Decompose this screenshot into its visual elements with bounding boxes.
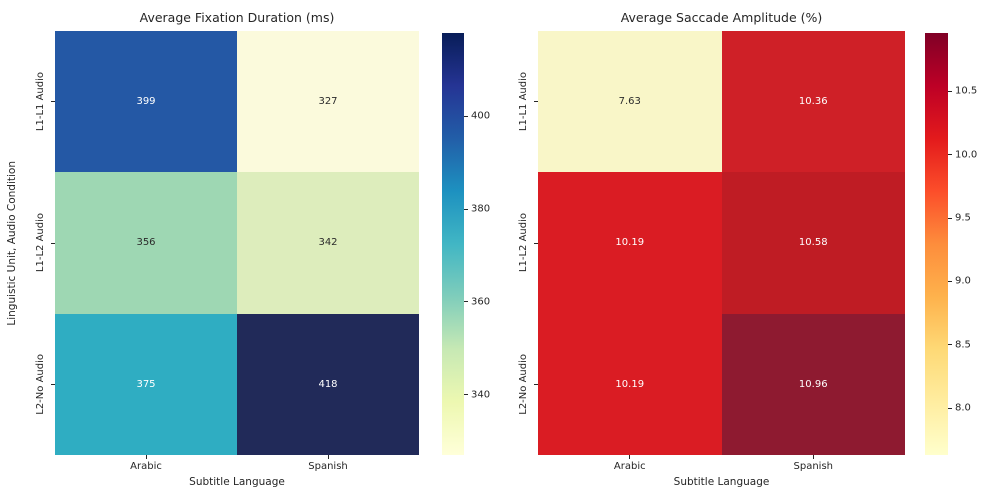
y-tick-label: L1-L2 Audio [34, 213, 46, 273]
colorbar-tickmark [948, 407, 952, 409]
y-tick-label: L1-L2 Audio [517, 213, 529, 273]
x-tick-label: Spanish [308, 461, 348, 472]
x-axis-label-fixation: Subtitle Language [189, 476, 285, 488]
y-tickmark [51, 383, 55, 385]
heatmap-cell: 10.19 [538, 313, 722, 455]
y-tickmark [534, 383, 538, 385]
y-axis-label: Linguistic Unit, Audio Condition [6, 160, 18, 326]
colorbar-tickmark [464, 301, 468, 303]
y-tick-label: L1-L1 Audio [34, 72, 46, 132]
chart-title-saccade: Average Saccade Amplitude (%) [620, 10, 823, 25]
saccade-heatmap-plot: 7.63 10.36 10.19 10.58 10.19 10.96 [538, 31, 905, 455]
colorbar-tickmark [948, 154, 952, 156]
colorbar-tickmark [948, 280, 952, 282]
heatmap-cell: 10.19 [538, 172, 722, 314]
y-tickmark [534, 242, 538, 244]
x-tick-label: Spanish [793, 461, 834, 472]
heatmap-cell: 10.96 [721, 313, 905, 455]
x-tick-label: Arabic [613, 461, 646, 472]
heatmap-cell: 327 [237, 31, 419, 173]
colorbar-tick-label: 9.5 [955, 212, 971, 224]
heatmap-cell: 418 [237, 313, 419, 455]
x-axis-label-saccade: Subtitle Language [673, 476, 770, 488]
y-tickmark [534, 101, 538, 103]
colorbar-tickmark [948, 344, 952, 346]
colorbar-tick-label: 10.5 [955, 85, 978, 97]
x-tickmark [629, 455, 631, 459]
y-tickmark [51, 101, 55, 103]
y-axis-label-wrap: Linguistic Unit, Audio Condition [4, 31, 20, 455]
heatmap-cell: 7.63 [538, 31, 722, 173]
colorbar-tick-label: 380 [471, 203, 491, 215]
y-tick-label: L1-L1 Audio [517, 72, 529, 132]
colorbar-tick-label: 10.0 [955, 149, 978, 161]
colorbar-tick-label: 360 [471, 296, 491, 308]
colorbar-tickmark [464, 115, 468, 117]
y-tick-label: L2-No Audio [34, 353, 46, 415]
x-tickmark [145, 455, 147, 459]
y-tickmark [51, 242, 55, 244]
colorbar-tick-label: 8.5 [955, 339, 971, 351]
colorbar-tick-label: 9.0 [955, 275, 971, 287]
chart-title-fixation: Average Fixation Duration (ms) [139, 10, 335, 25]
x-tick-label: Arabic [130, 461, 162, 472]
heatmap-cell: 375 [55, 313, 237, 455]
colorbar-tick-label: 400 [471, 110, 491, 122]
fixation-colorbar [442, 33, 464, 455]
colorbar-tick-label: 8.0 [955, 402, 971, 414]
y-tick-label: L2-No Audio [517, 353, 529, 415]
fixation-heatmap-plot: 399 327 356 342 375 418 [55, 31, 419, 455]
colorbar-tickmark [948, 90, 952, 92]
heatmap-cell: 10.58 [721, 172, 905, 314]
x-tickmark [327, 455, 329, 459]
heatmap-cell: 356 [55, 172, 237, 314]
heatmap-cell: 10.36 [721, 31, 905, 173]
saccade-colorbar [925, 33, 948, 455]
colorbar-tickmark [464, 394, 468, 396]
colorbar-tick-label: 340 [471, 389, 491, 401]
colorbar-tickmark [464, 208, 468, 210]
heatmap-cell: 342 [237, 172, 419, 314]
x-tickmark [812, 455, 814, 459]
heatmap-cell: 399 [55, 31, 237, 173]
colorbar-tickmark [948, 217, 952, 219]
